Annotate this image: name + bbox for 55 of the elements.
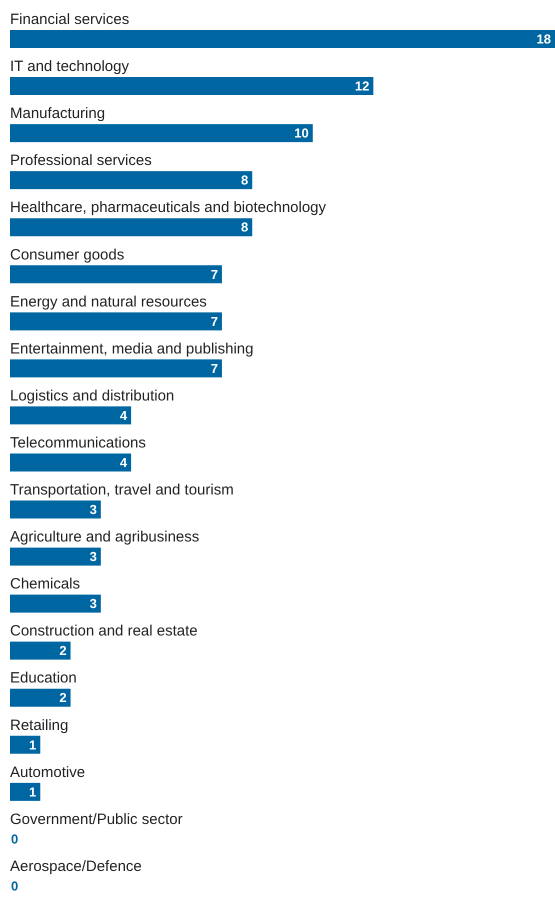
y-tick-label: Entertainment, media and publishing — [10, 340, 254, 358]
y-tick-label: Education — [10, 670, 77, 687]
data-label: 8 — [240, 220, 248, 235]
bar — [10, 265, 222, 284]
data-label: 7 — [210, 266, 218, 282]
data-label: 1 — [29, 784, 36, 800]
data-label: 10 — [294, 126, 309, 141]
bar — [10, 171, 252, 190]
y-tick-label: IT and technology — [10, 58, 130, 76]
bar — [10, 594, 101, 613]
bar — [10, 548, 101, 566]
bar — [10, 218, 252, 236]
data-label: 3 — [90, 549, 97, 564]
bar — [10, 30, 555, 48]
data-label: 0 — [11, 878, 18, 894]
data-label: 0 — [11, 831, 18, 846]
y-tick-label: Transportation, travel and tourism — [10, 482, 234, 499]
y-tick-label: Chemicals — [10, 576, 80, 593]
data-label: 4 — [120, 408, 128, 423]
data-label: 3 — [90, 596, 97, 612]
data-label: 2 — [59, 643, 67, 658]
data-label: 7 — [210, 360, 218, 376]
bar — [10, 500, 101, 519]
y-tick-label: Automotive — [10, 764, 86, 781]
data-label: 2 — [59, 690, 67, 706]
bar — [10, 453, 132, 472]
data-label: 8 — [240, 172, 248, 188]
data-label: 18 — [536, 32, 551, 46]
bar — [10, 782, 40, 801]
bar — [10, 77, 374, 96]
y-tick-label: Manufacturing — [10, 105, 106, 122]
y-tick-label: Logistics and distribution — [10, 387, 174, 404]
bar — [10, 124, 313, 142]
data-label: 12 — [354, 78, 370, 94]
bar — [10, 312, 222, 330]
y-tick-label: Telecommunications — [10, 434, 146, 452]
data-label: 3 — [90, 502, 97, 518]
y-tick-label: Government/Public sector — [10, 810, 183, 828]
y-tick-label: Agriculture and agribusiness — [10, 528, 200, 546]
data-label: 1 — [29, 737, 36, 752]
bar — [10, 642, 71, 660]
bar — [10, 359, 222, 378]
y-tick-label: Consumer goods — [10, 246, 124, 264]
data-label: 7 — [210, 314, 218, 329]
bar — [10, 688, 71, 707]
data-label: 4 — [120, 454, 128, 470]
y-tick-label: Financial services — [10, 11, 130, 28]
y-tick-label: Professional services — [10, 152, 152, 170]
y-tick-label: Retailing — [10, 716, 68, 734]
y-tick-label: Healthcare, pharmaceuticals and biotechnology — [10, 199, 327, 216]
bar — [10, 406, 132, 424]
y-tick-label: Construction and real estate — [10, 622, 198, 640]
y-tick-label: Aerospace/Defence — [10, 858, 142, 875]
bar — [10, 736, 40, 754]
y-tick-label: Energy and natural resources — [10, 293, 207, 310]
